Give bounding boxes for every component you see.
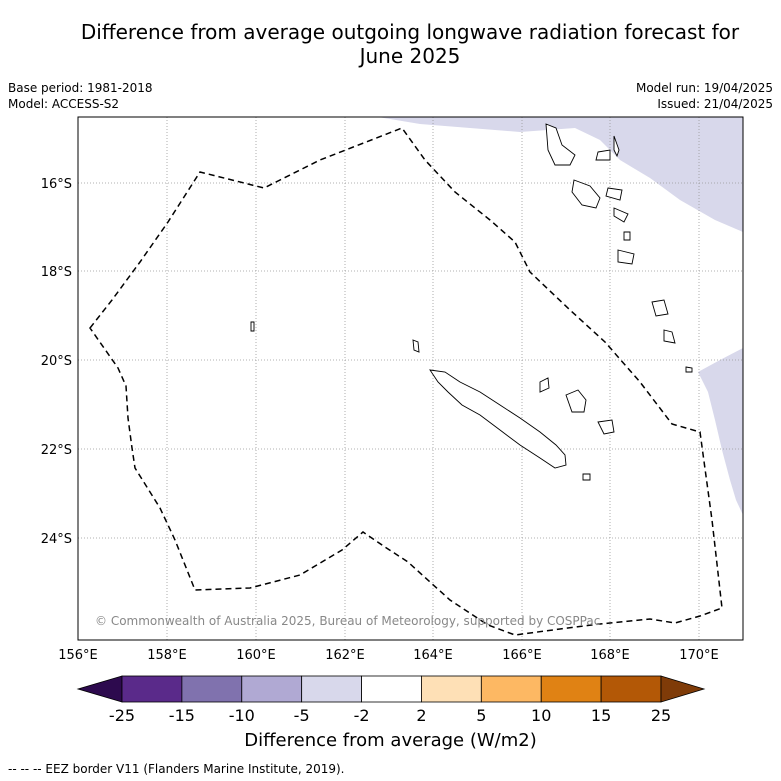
anomaly-area-north	[378, 117, 743, 232]
lon-label-162: 162°E	[325, 648, 365, 663]
lon-label-166: 166°E	[502, 648, 542, 663]
colorbar-segment	[181, 675, 243, 703]
title-line-2: June 2025	[359, 44, 461, 68]
chart-title: Difference from average outgoing longwav…	[40, 20, 780, 68]
lat-label-20: 20°S	[41, 354, 72, 369]
base-period: Base period: 1981-2018	[8, 81, 153, 95]
colorbar-tick-label: 2	[416, 706, 427, 725]
colorbar	[76, 675, 706, 703]
colorbar-tick-label: 10	[531, 706, 552, 725]
meta-right: Model run: 19/04/2025 Issued: 21/04/2025	[636, 80, 773, 112]
lon-label-168: 168°E	[590, 648, 630, 663]
model-run: Model run: 19/04/2025	[635, 81, 773, 95]
colorbar-tick-label: 5	[476, 706, 487, 725]
issued-date: Issued: 21/04/2025	[657, 97, 773, 111]
colorbar-segment	[421, 675, 482, 703]
lat-label-24: 24°S	[41, 532, 72, 547]
lat-label-22: 22°S	[41, 443, 72, 458]
lon-label-160: 160°E	[236, 648, 276, 663]
new-caledonia-island	[429, 369, 567, 469]
colorbar-segment	[480, 675, 542, 703]
map-frame	[77, 116, 744, 641]
lon-label-164: 164°E	[413, 648, 453, 663]
colorbar-tick-label: -2	[353, 706, 370, 725]
lon-label-156: 156°E	[58, 648, 98, 663]
lon-label-170: 170°E	[679, 648, 719, 663]
eastern-islets	[250, 299, 693, 373]
colorbar-tick-label: 25	[650, 706, 672, 725]
eez-legend-note: -- -- -- EEZ border V11 (Flanders Marine…	[8, 762, 345, 776]
colorbar-extend-low	[76, 675, 123, 703]
colorbar-segment	[121, 675, 183, 703]
loyalty-islands	[539, 377, 615, 481]
latitude-labels: 16°S 18°S 20°S 22°S 24°S	[41, 177, 72, 547]
colorbar-extend-high	[660, 675, 706, 703]
colorbar-segment	[241, 675, 303, 703]
colorbar-tick-label: -5	[293, 706, 310, 725]
longitude-labels: 156°E 158°E 160°E 162°E 164°E 166°E 168°…	[58, 648, 719, 663]
colorbar-segment	[600, 675, 662, 703]
vanuatu-islands	[545, 123, 635, 265]
colorbar-segment	[301, 675, 362, 703]
lat-label-16: 16°S	[41, 177, 72, 192]
lat-label-18: 18°S	[41, 265, 72, 280]
anomaly-area-east	[698, 348, 743, 515]
meta-left: Base period: 1981-2018 Model: ACCESS-S2	[8, 80, 153, 112]
model-name: Model: ACCESS-S2	[8, 97, 120, 111]
colorbar-segment	[361, 675, 422, 703]
colorbar-tick-label: 15	[590, 706, 612, 725]
colorbar-tick-label: -15	[168, 706, 195, 725]
eez-border	[89, 127, 723, 636]
colorbar-label: Difference from average (W/m2)	[244, 730, 537, 751]
colorbar-ticks: -25 -15 -10 -5 -2 2 5 10 15 25	[0, 706, 781, 726]
colorbar-segment	[540, 675, 602, 703]
colorbar-tick-label: -10	[228, 706, 255, 725]
colorbar-tick-label: -25	[108, 706, 136, 725]
lon-label-158: 158°E	[147, 648, 187, 663]
graticule	[77, 117, 743, 640]
copyright-notice: © Commonwealth of Australia 2025, Bureau…	[95, 614, 601, 628]
title-line-1: Difference from average outgoing longwav…	[80, 20, 740, 44]
